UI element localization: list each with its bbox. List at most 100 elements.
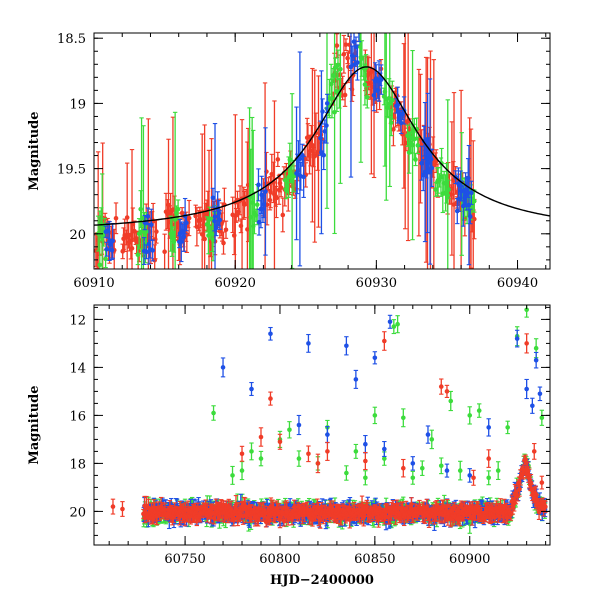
- full-panel-xlabel: HJD−2400000: [270, 573, 374, 588]
- full-y-tick-label: 14: [69, 361, 86, 376]
- full-x-tick-label: 60900: [449, 552, 490, 567]
- full-outlier-point-green: [505, 421, 510, 433]
- full-outlier-point-green: [439, 458, 444, 474]
- full-outlier-point-green: [477, 404, 482, 417]
- full-outlier-point-red: [445, 385, 450, 397]
- full-outlier-point-red: [486, 450, 491, 468]
- zoom-y-tick-label: 19: [69, 97, 86, 112]
- full-outlier-point-red: [240, 446, 245, 461]
- full-outlier-point-green: [363, 471, 368, 485]
- full-outlier-point-red: [532, 444, 537, 460]
- full-outlier-point-green: [496, 462, 501, 480]
- zoom-panel-points: [94, 0, 477, 353]
- zoom-panel: 60910 60920 60930 60940 18.5 19 19.5 20 Magnitu…: [27, 0, 550, 353]
- zoom-data-point-red: [125, 163, 130, 272]
- full-outlier-point-red: [382, 332, 387, 351]
- full-outlier-point-blue: [306, 335, 311, 353]
- full-y-tick-label: 20: [69, 505, 86, 520]
- full-outlier-point-green: [401, 409, 406, 427]
- zoom-data-point-red: [162, 234, 167, 269]
- full-outlier-point-green: [240, 462, 245, 480]
- zoom-y-tick-label: 19.5: [57, 163, 86, 178]
- zoom-data-point-red: [130, 150, 135, 347]
- full-outlier-point-green: [354, 444, 359, 458]
- full-panel-ylabel: Magnitude: [27, 385, 42, 464]
- full-y-tick-label: 16: [69, 409, 86, 424]
- full-outlier-point-green: [259, 451, 264, 465]
- full-outlier-point-blue: [426, 426, 431, 443]
- full-outlier-point-red: [120, 502, 125, 517]
- full-y-tick-label: 18: [69, 457, 86, 472]
- full-outlier-point-blue: [373, 352, 378, 364]
- full-outlier-point-red: [268, 392, 273, 405]
- full-outlier-point-red: [259, 428, 264, 446]
- full-outlier-point-blue: [530, 398, 535, 413]
- full-outlier-point-green: [249, 443, 254, 460]
- full-outlier-point-blue: [515, 330, 520, 347]
- full-outlier-point-red: [471, 470, 476, 485]
- full-outlier-point-blue: [382, 442, 387, 457]
- zoom-data-point-blue: [263, 128, 268, 255]
- full-panel: 60750 60800 60850 60900 12 14 16 18 20 Magnitude…: [27, 302, 550, 588]
- full-outlier-point-blue: [297, 415, 302, 434]
- full-outlier-point-green: [486, 471, 491, 485]
- full-outlier-point-red: [439, 379, 444, 394]
- full-outlier-point-blue: [221, 358, 226, 377]
- zoom-data-point-blue: [298, 52, 303, 266]
- full-x-tick-label: 60850: [354, 552, 395, 567]
- full-panel-points: [111, 302, 548, 533]
- full-outlier-point-green: [467, 407, 472, 424]
- full-outlier-point-blue: [524, 379, 529, 398]
- zoom-y-tick-label: 20: [69, 228, 86, 243]
- zoom-data-point-red: [202, 125, 207, 353]
- zoom-x-tick-label: 60910: [73, 276, 114, 291]
- full-outlier-point-red: [111, 499, 116, 514]
- full-outlier-point-green: [211, 406, 216, 420]
- full-x-tick-label: 60750: [164, 552, 205, 567]
- full-outlier-point-green: [297, 451, 302, 466]
- zoom-x-tick-label: 60940: [497, 276, 538, 291]
- full-outlier-point-green: [344, 466, 349, 480]
- full-outlier-point-blue: [411, 457, 416, 470]
- full-outlier-point-blue: [538, 387, 543, 400]
- full-outlier-point-red: [524, 334, 529, 353]
- full-outlier-point-blue: [354, 370, 359, 388]
- zoom-panel-ylabel: Magnitude: [27, 111, 42, 190]
- full-x-tick-label: 60800: [259, 552, 300, 567]
- full-outlier-point-green: [540, 410, 545, 425]
- full-outlier-point-green: [429, 430, 434, 448]
- full-outlier-point-blue: [486, 419, 491, 436]
- full-outlier-point-blue: [344, 337, 349, 355]
- full-outlier-point-blue: [445, 464, 450, 477]
- zoom-data-point-red: [276, 152, 281, 166]
- full-outlier-point-green: [230, 466, 235, 484]
- full-outlier-point-red: [325, 442, 330, 460]
- full-outlier-point-green: [458, 461, 463, 480]
- zoom-x-tick-label: 60930: [356, 276, 397, 291]
- full-outlier-point-red: [363, 452, 368, 469]
- zoom-data-point-red: [224, 221, 229, 238]
- full-outlier-point-blue: [249, 383, 254, 396]
- full-y-tick-label: 12: [69, 313, 86, 328]
- full-outlier-point-blue: [268, 328, 273, 341]
- zoom-data-point-red: [312, 70, 317, 242]
- zoom-data-point-green: [387, 21, 392, 187]
- full-outlier-point-green: [395, 316, 400, 333]
- zoom-data-point-green: [359, 0, 364, 162]
- zoom-x-tick-label: 60920: [214, 276, 255, 291]
- zoom-data-point-green: [332, 0, 337, 233]
- zoom-data-point-green: [445, 100, 450, 291]
- full-outlier-point-green: [420, 461, 425, 475]
- zoom-data-point-blue: [319, 71, 324, 234]
- full-outlier-point-green: [411, 471, 416, 484]
- zoom-y-tick-label: 18.5: [57, 32, 86, 47]
- full-outlier-point-green: [287, 422, 292, 438]
- full-outlier-point-blue: [363, 436, 368, 453]
- zoom-data-point-red: [310, 68, 315, 221]
- full-outlier-point-red: [401, 459, 406, 476]
- full-outlier-point-red: [306, 446, 311, 462]
- full-outlier-point-green: [373, 407, 378, 423]
- full-outlier-point-green: [448, 391, 453, 410]
